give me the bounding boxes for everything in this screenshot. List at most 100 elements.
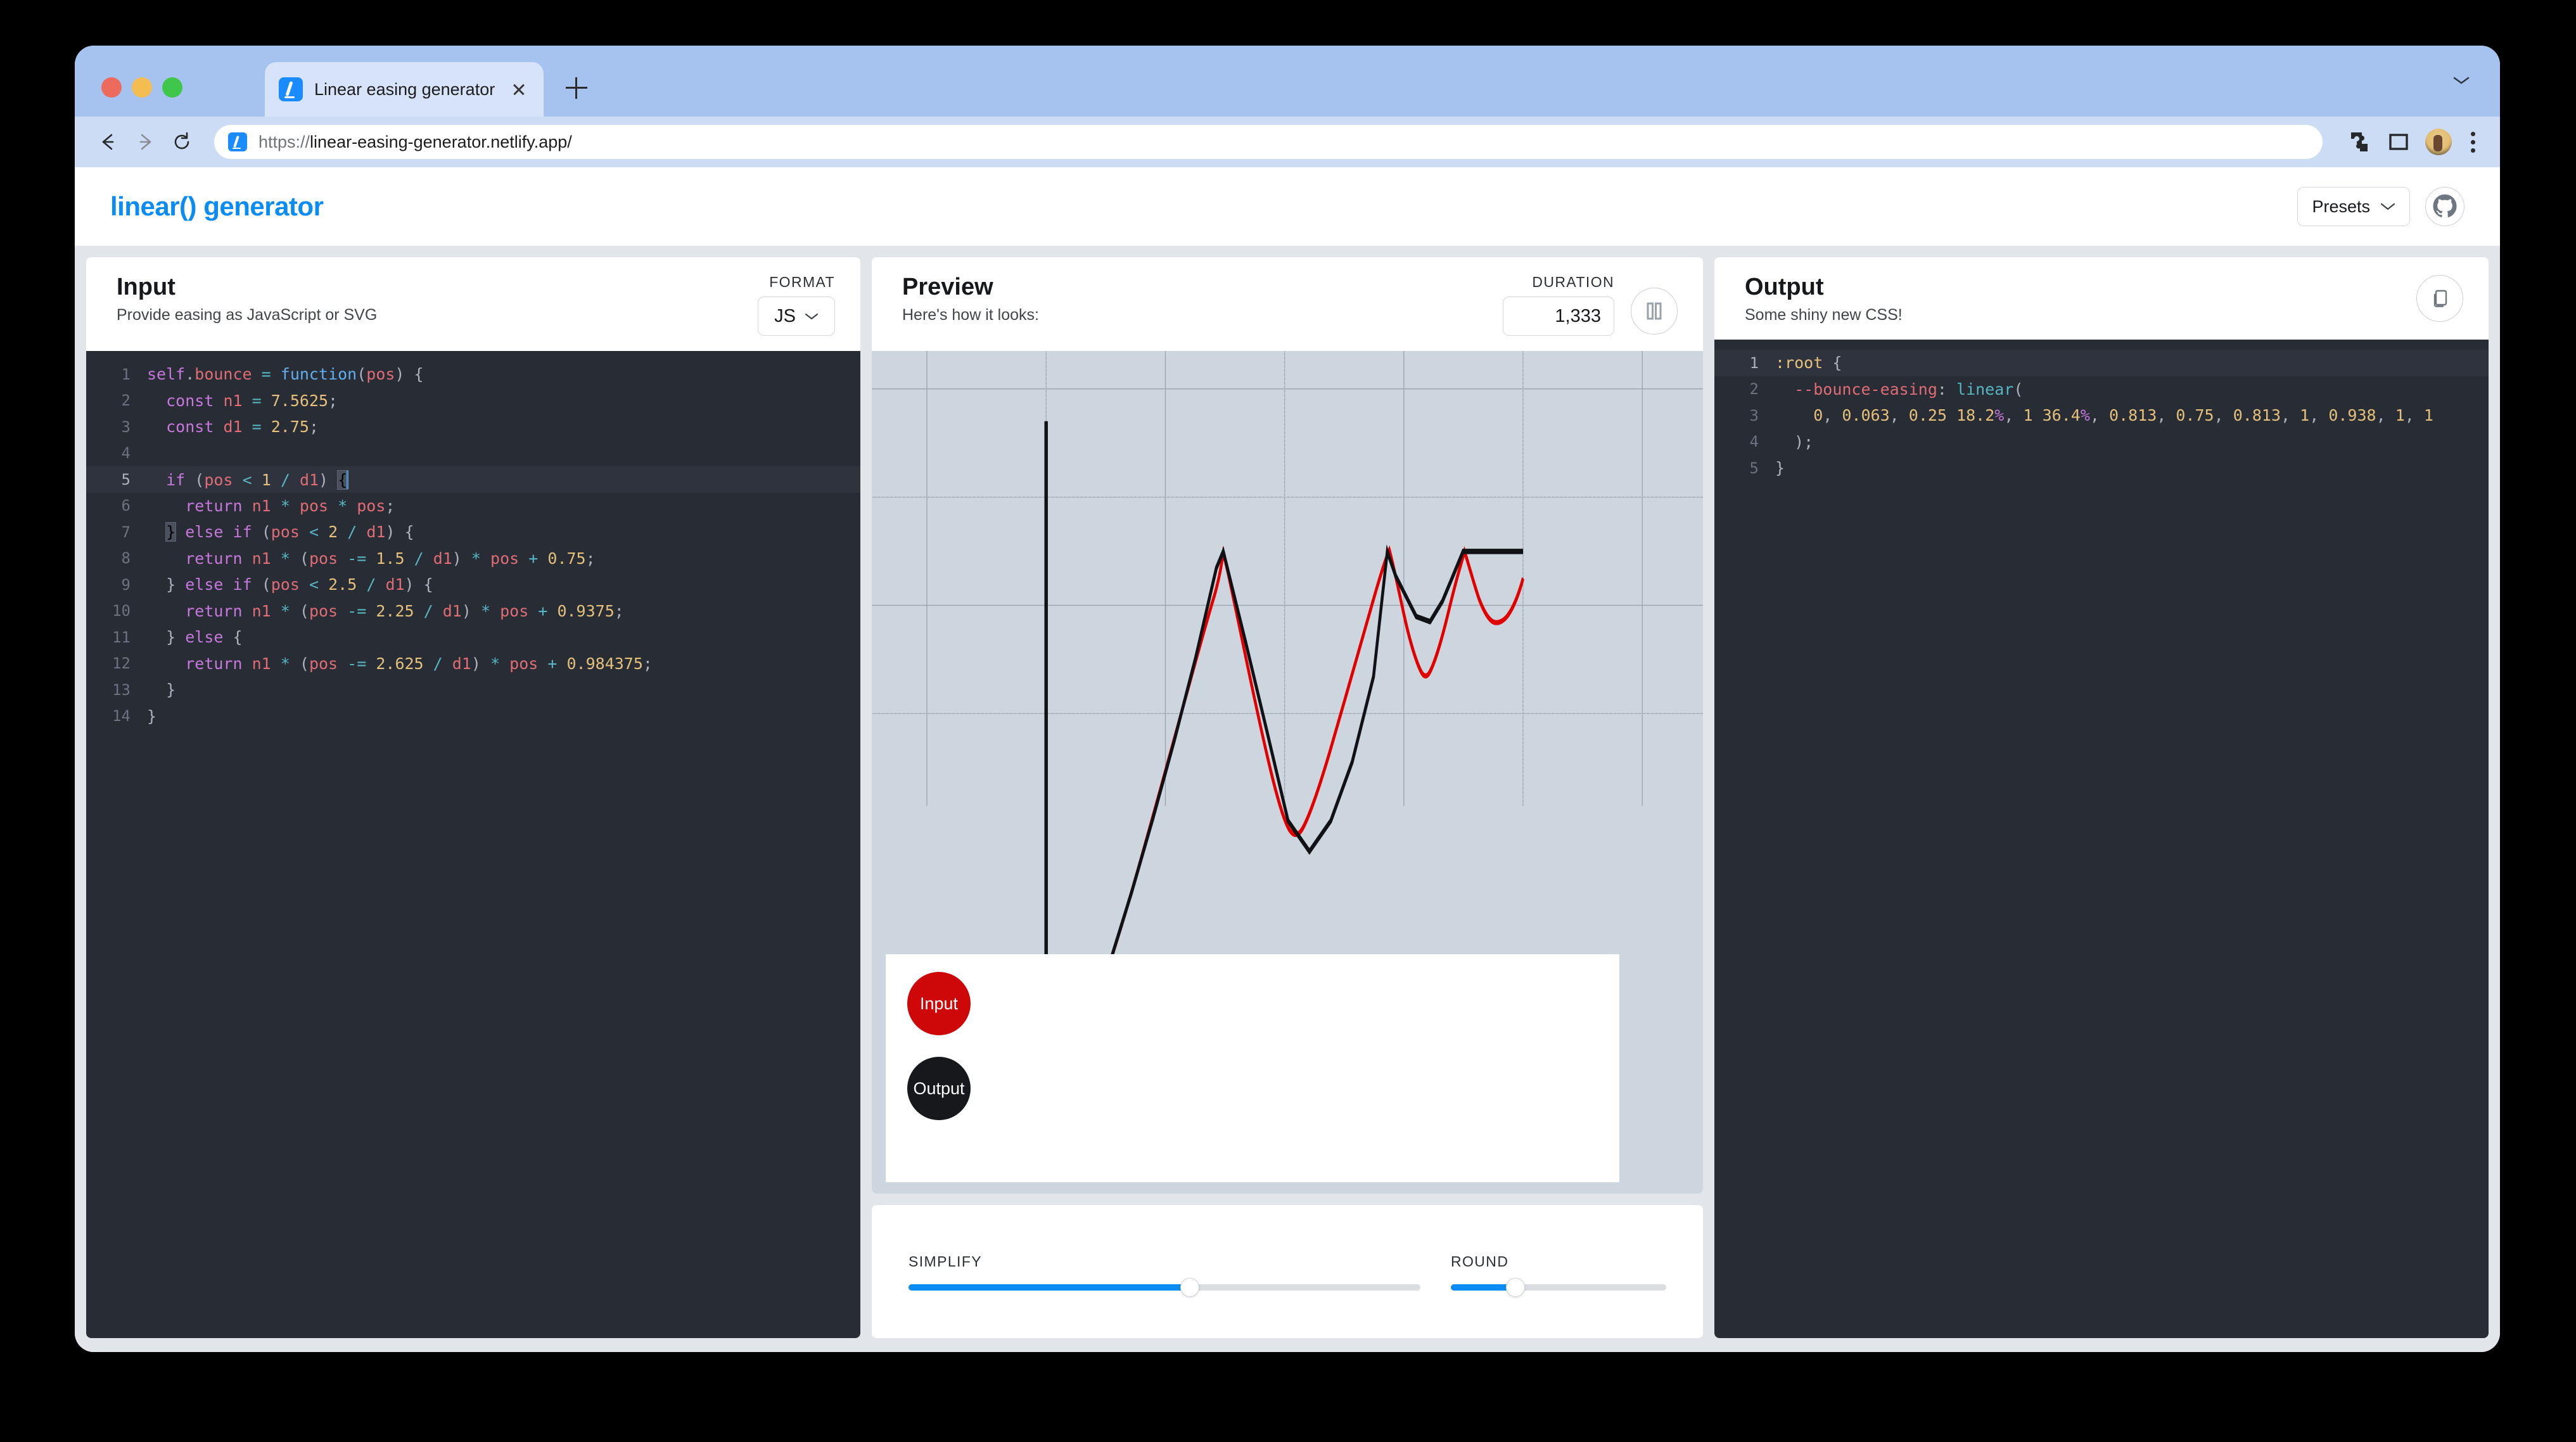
line-number: 12: [112, 654, 131, 673]
format-select[interactable]: JS: [758, 297, 835, 336]
code-line: 2 --bounce-easing: linear(: [1714, 376, 2489, 403]
round-slider-group: ROUND: [1451, 1253, 1666, 1297]
code-line: 11 } else {: [86, 624, 860, 651]
copy-icon: [2433, 290, 2447, 307]
page-title: linear() generator: [110, 191, 324, 221]
line-number: 2: [1749, 380, 1759, 399]
address-bar[interactable]: https://linear-easing-generator.netlify.…: [214, 125, 2323, 159]
playback-toggle-button[interactable]: [1631, 288, 1678, 335]
line-number: 3: [1749, 406, 1759, 424]
puzzle-icon[interactable]: [2347, 129, 2372, 155]
panels-row: Input Provide easing as JavaScript or SV…: [75, 246, 2500, 1352]
line-number: 5: [121, 470, 131, 488]
code-line: 9 } else if (pos < 2.5 / d1) {: [86, 571, 860, 598]
duration-input[interactable]: 1,333: [1503, 297, 1614, 336]
line-number: 10: [112, 602, 131, 620]
page-content: linear() generator Presets: [75, 167, 2500, 1352]
code-line: 1:root {: [1714, 350, 2489, 376]
input-code-editor[interactable]: 1 self.bounce = function(pos) { 2 const n1…: [86, 351, 860, 1338]
code-text: );: [1794, 432, 1814, 451]
code-text: return n1 * (pos -= 2.25 / d1) * pos + 0…: [185, 601, 624, 620]
output-ball-label: Output: [913, 1078, 965, 1098]
close-icon[interactable]: [508, 79, 530, 100]
output-panel: Output Some shiny new CSS! 1:root {2 --b…: [1714, 257, 2489, 1338]
preview-panel-title: Preview: [902, 274, 993, 300]
duration-value: 1,333: [1555, 305, 1601, 326]
window-maximize-button[interactable]: [162, 77, 182, 98]
input-panel-title: Input: [117, 274, 175, 300]
code-line: 4: [86, 440, 860, 467]
line-number: 2: [121, 392, 131, 410]
code-text: return n1 * pos * pos;: [185, 496, 395, 515]
code-line: 7 } else if (pos < 2 / d1) {: [86, 519, 860, 546]
code-line: 5 if (pos < 1 / d1) {: [86, 466, 860, 493]
code-text: }: [166, 680, 176, 699]
code-text: } else if (pos < 2.5 / d1) {: [166, 575, 433, 594]
simplify-slider[interactable]: [909, 1277, 1420, 1297]
simplify-slider-thumb[interactable]: [1180, 1277, 1200, 1297]
code-text: if (pos < 1 / d1) {: [166, 469, 348, 490]
browser-tab[interactable]: Linear easing generator: [265, 62, 544, 117]
easing-curve-icon: [228, 132, 247, 151]
line-number: 13: [112, 680, 131, 699]
code-text: 0, 0.063, 0.25 18.2%, 1 36.4%, 0.813, 0.…: [1813, 406, 2433, 425]
profile-avatar[interactable]: [2425, 129, 2452, 155]
line-number: 9: [121, 575, 131, 594]
output-code-viewer[interactable]: 1:root {2 --bounce-easing: linear(3 0, 0…: [1714, 340, 2489, 1338]
code-line: 8 return n1 * (pos -= 1.5 / d1) * pos + …: [86, 546, 860, 572]
chevron-down-icon: [2380, 203, 2395, 210]
code-text: return n1 * (pos -= 1.5 / d1) * pos + 0.…: [185, 549, 596, 568]
code-line: 6 return n1 * pos * pos;: [86, 493, 860, 520]
code-line: 1 self.bounce = function(pos) {: [86, 361, 860, 388]
app-header: linear() generator Presets: [75, 167, 2500, 246]
line-number: 11: [112, 628, 131, 646]
presets-button[interactable]: Presets: [2297, 187, 2410, 226]
sliders-panel: SIMPLIFY ROUND: [872, 1205, 1703, 1338]
duration-label: DURATION: [1532, 274, 1614, 290]
back-arrow-icon[interactable]: [94, 127, 123, 156]
code-text: const d1 = 2.75;: [166, 418, 319, 437]
output-ball: Output: [907, 1057, 971, 1120]
url-scheme: https://: [258, 132, 310, 151]
pause-icon: [1647, 302, 1662, 320]
code-line: 14}: [86, 703, 860, 730]
reload-icon[interactable]: [167, 127, 196, 156]
presets-label: Presets: [2312, 196, 2370, 216]
line-number: 14: [112, 707, 131, 725]
code-line: 5}: [1714, 455, 2489, 482]
code-text: --bounce-easing: linear(: [1794, 380, 2024, 399]
preview-column: Preview Here's how it looks: DURATION 1,…: [872, 257, 1703, 1338]
input-panel: Input Provide easing as JavaScript or SV…: [86, 257, 860, 1338]
copy-output-button[interactable]: [2416, 275, 2463, 322]
preview-panel-header: Preview Here's how it looks: DURATION 1,…: [872, 257, 1703, 351]
url-text: https://linear-easing-generator.netlify.…: [258, 132, 572, 152]
chevron-down-icon[interactable]: [2453, 76, 2470, 85]
format-label: FORMAT: [769, 274, 835, 290]
simplify-label: SIMPLIFY: [909, 1253, 983, 1270]
preview-panel: Preview Here's how it looks: DURATION 1,…: [872, 257, 1703, 1194]
browser-toolbar: https://linear-easing-generator.netlify.…: [75, 117, 2500, 167]
kebab-menu-icon[interactable]: [2464, 129, 2481, 155]
chevron-down-icon: [805, 313, 818, 319]
plus-icon[interactable]: [566, 77, 587, 99]
easing-graph: Input Output: [872, 351, 1703, 1194]
animation-demo-stage: Input Output: [886, 954, 1619, 1182]
code-line: 3 const d1 = 2.75;: [86, 414, 860, 440]
sidebar-icon[interactable]: [2386, 129, 2411, 155]
window-minimize-button[interactable]: [132, 77, 152, 98]
output-panel-subtitle: Some shiny new CSS!: [1745, 306, 1903, 324]
line-number: 3: [121, 418, 131, 436]
code-text: } else {: [166, 628, 243, 647]
forward-arrow-icon[interactable]: [131, 127, 160, 156]
window-close-button[interactable]: [101, 77, 122, 98]
round-slider[interactable]: [1451, 1277, 1666, 1297]
code-text: return n1 * (pos -= 2.625 / d1) * pos + …: [185, 654, 653, 673]
round-slider-thumb[interactable]: [1506, 1277, 1525, 1297]
code-line: 3 0, 0.063, 0.25 18.2%, 1 36.4%, 0.813, …: [1714, 402, 2489, 429]
line-number: 1: [1749, 354, 1759, 372]
line-number: 8: [121, 549, 131, 568]
browser-tab-title: Linear easing generator: [314, 79, 495, 99]
code-text: } else if (pos < 2 / d1) {: [165, 522, 414, 542]
github-link-button[interactable]: [2425, 187, 2464, 226]
code-text: const n1 = 7.5625;: [166, 391, 338, 410]
